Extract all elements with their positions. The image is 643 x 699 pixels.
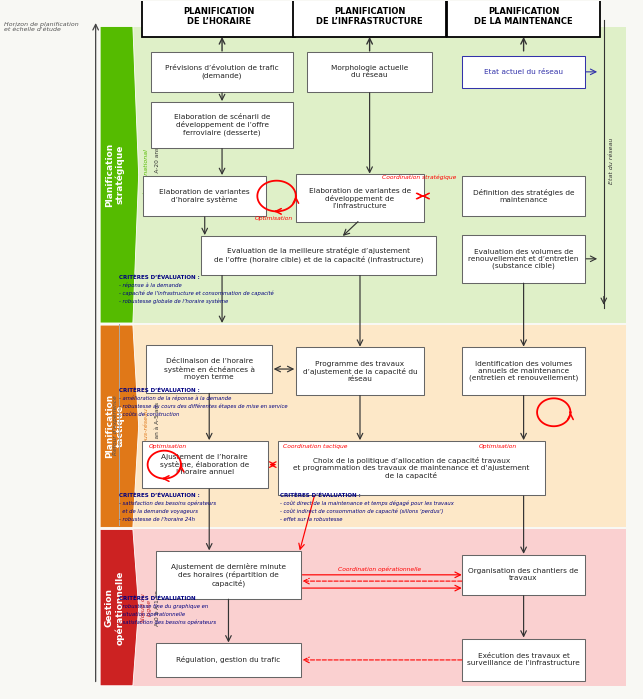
Text: Ajustement de l’horaire
système, élaboration de
l’horaire annuel: Ajustement de l’horaire système, élabora… — [160, 454, 249, 475]
FancyBboxPatch shape — [462, 639, 585, 682]
Text: A-5 ans à A-20 ans: A-5 ans à A-20 ans — [156, 147, 160, 202]
Text: Horizon de planification
et échelle d'étude: Horizon de planification et échelle d'ét… — [4, 22, 78, 32]
Text: Prévisions d’évolution de trafic
(demande): Prévisions d’évolution de trafic (demand… — [165, 65, 279, 78]
Text: CRITÈRES D’ÉVALUATION :: CRITÈRES D’ÉVALUATION : — [120, 493, 200, 498]
Text: - coûts de construction: - coûts de construction — [120, 412, 180, 417]
FancyBboxPatch shape — [147, 345, 272, 393]
Text: Ajustement de dernière minute
des horaires (répartition de
capacité): Ajustement de dernière minute des horair… — [171, 563, 286, 587]
FancyBboxPatch shape — [296, 347, 424, 395]
Polygon shape — [100, 325, 139, 527]
Text: Planification
stratégique: Planification stratégique — [105, 143, 125, 207]
Text: Planification
tactique: Planification tactique — [105, 394, 125, 459]
Text: - effet sur la robustesse: - effet sur la robustesse — [280, 517, 342, 521]
FancyBboxPatch shape — [462, 347, 585, 395]
Text: - satisfaction des besoins opérateurs: - satisfaction des besoins opérateurs — [120, 620, 217, 626]
Text: - coût direct de la maintenance et temps dégagé pour les travaux: - coût direct de la maintenance et temps… — [280, 500, 454, 506]
Text: Elaboration de variantes
d’horaire système: Elaboration de variantes d’horaire systè… — [159, 189, 250, 203]
Bar — [100, 529, 626, 686]
FancyBboxPatch shape — [151, 52, 293, 92]
FancyBboxPatch shape — [296, 174, 424, 222]
FancyBboxPatch shape — [462, 235, 585, 282]
Text: - robustesse au cours des différentes étapes de mise en service: - robustesse au cours des différentes ét… — [120, 404, 288, 410]
FancyBboxPatch shape — [448, 0, 600, 37]
Text: Gestion
opérationnelle: Gestion opérationnelle — [105, 570, 125, 644]
Text: CRITÈRES D’ÉVALUATION :: CRITÈRES D’ÉVALUATION : — [120, 275, 200, 280]
Text: PLANIFICATION
DE L’HORAIRE: PLANIFICATION DE L’HORAIRE — [183, 7, 255, 27]
Text: - robustesse globale de l’horaire système: - robustesse globale de l’horaire systèm… — [120, 299, 229, 305]
Text: Morphologie actuelle
du réseau: Morphologie actuelle du réseau — [331, 65, 408, 78]
FancyBboxPatch shape — [307, 52, 433, 92]
Text: CRITÈRES D’ÉVALUATION :: CRITÈRES D’ÉVALUATION : — [280, 493, 361, 498]
Text: - réponse à la demande: - réponse à la demande — [120, 283, 182, 289]
FancyBboxPatch shape — [143, 175, 266, 216]
Text: Evaluation des volumes de
renouvellement et d’entretien
(substance cible): Evaluation des volumes de renouvellement… — [468, 249, 579, 269]
Text: Coordination stratégique: Coordination stratégique — [383, 175, 457, 180]
Text: Optimisation: Optimisation — [255, 215, 293, 221]
Text: Choix de la politique d’allocation de capacité travaux
et programmation des trav: Choix de la politique d’allocation de ca… — [293, 457, 530, 480]
Text: - satisfaction des besoins opérateurs: - satisfaction des besoins opérateurs — [120, 500, 217, 506]
Bar — [100, 325, 626, 527]
Text: Retour d'expérience: Retour d'expérience — [112, 395, 118, 455]
Text: situation opérationnelle: situation opérationnelle — [120, 612, 186, 617]
Text: Etat actuel du réseau: Etat actuel du réseau — [484, 69, 563, 75]
FancyBboxPatch shape — [278, 441, 545, 496]
Text: et de la demande voyageurs: et de la demande voyageurs — [120, 509, 199, 514]
Text: - coût indirect de consommation de capacité (sillons ‘perdus’): - coût indirect de consommation de capac… — [280, 509, 443, 514]
Text: A-0 à A-1 an: A-0 à A-1 an — [156, 590, 160, 626]
Text: Exécution des travaux et
surveillance de l’infrastructure: Exécution des travaux et surveillance de… — [467, 654, 580, 666]
FancyBboxPatch shape — [462, 175, 585, 216]
Text: Identification des volumes
annuels de maintenance
(entretien et renouvellement): Identification des volumes annuels de ma… — [469, 361, 578, 382]
FancyBboxPatch shape — [143, 0, 295, 37]
Text: Programme des travaux
d’ajustement de la capacité du
réseau: Programme des travaux d’ajustement de la… — [303, 361, 417, 382]
Text: Optimisation: Optimisation — [479, 444, 517, 449]
Text: Coordination tactique: Coordination tactique — [283, 444, 347, 449]
Text: Déclinaison de l’horaire
système en échéances à
moyen terme: Déclinaison de l’horaire système en éché… — [164, 359, 255, 380]
Text: Définition des stratégies de
maintenance: Définition des stratégies de maintenance — [473, 189, 574, 203]
FancyBboxPatch shape — [293, 0, 446, 37]
FancyBboxPatch shape — [142, 441, 267, 489]
Text: Coordination opérationnelle: Coordination opérationnelle — [338, 566, 421, 572]
Text: - robustesse fine du graphique en: - robustesse fine du graphique en — [120, 604, 208, 609]
Text: Organisation des chantiers de
travaux: Organisation des chantiers de travaux — [468, 568, 579, 582]
FancyBboxPatch shape — [462, 56, 585, 88]
FancyBboxPatch shape — [156, 551, 301, 598]
FancyBboxPatch shape — [156, 643, 301, 677]
FancyBboxPatch shape — [462, 554, 585, 595]
Text: Etat du réseau: Etat du réseau — [609, 138, 614, 185]
Text: Elaboration de variantes de
développement de
l’infrastructure: Elaboration de variantes de développemen… — [309, 187, 411, 209]
Polygon shape — [100, 529, 139, 686]
Text: - capacité de l’infrastructure et consommation de capacité: - capacité de l’infrastructure et consom… — [120, 291, 274, 296]
Text: - robustesse de l’horaire 24h: - robustesse de l’horaire 24h — [120, 517, 195, 521]
Text: A-1 an à A-5 ans: A-1 an à A-5 ans — [156, 402, 160, 450]
Polygon shape — [100, 27, 139, 323]
Text: - amélioration de la réponse à la demande: - amélioration de la réponse à la demand… — [120, 396, 231, 401]
Text: Evaluation de la meilleure stratégie d’ajustement
de l’offre (horaire cible) et : Evaluation de la meilleure stratégie d’a… — [213, 247, 423, 263]
Text: Elaboration de scénarii de
développement de l’offre
ferroviaire (desserte): Elaboration de scénarii de développement… — [174, 114, 270, 136]
Text: CRITÈRES D’ÉVALUATION :: CRITÈRES D’ÉVALUATION : — [120, 388, 200, 393]
FancyBboxPatch shape — [151, 102, 293, 148]
Text: PLANIFICATION
DE LA MAINTENANCE: PLANIFICATION DE LA MAINTENANCE — [475, 7, 573, 27]
Text: PLANIFICATION
DE L’INFRASTRUCTURE: PLANIFICATION DE L’INFRASTRUCTURE — [316, 7, 423, 27]
Text: Nœud ou
Ligne: Nœud ou Ligne — [141, 593, 152, 622]
Text: CRITÈRES D’ÉVALUATION: CRITÈRES D’ÉVALUATION — [120, 596, 196, 601]
Text: Optimisation: Optimisation — [149, 444, 186, 449]
Text: Sous-réseau: Sous-réseau — [144, 407, 149, 446]
FancyBboxPatch shape — [201, 236, 436, 275]
Bar — [100, 27, 626, 323]
Text: Régulation, gestion du trafic: Régulation, gestion du trafic — [176, 656, 280, 663]
Text: Réseau national: Réseau national — [144, 150, 149, 200]
